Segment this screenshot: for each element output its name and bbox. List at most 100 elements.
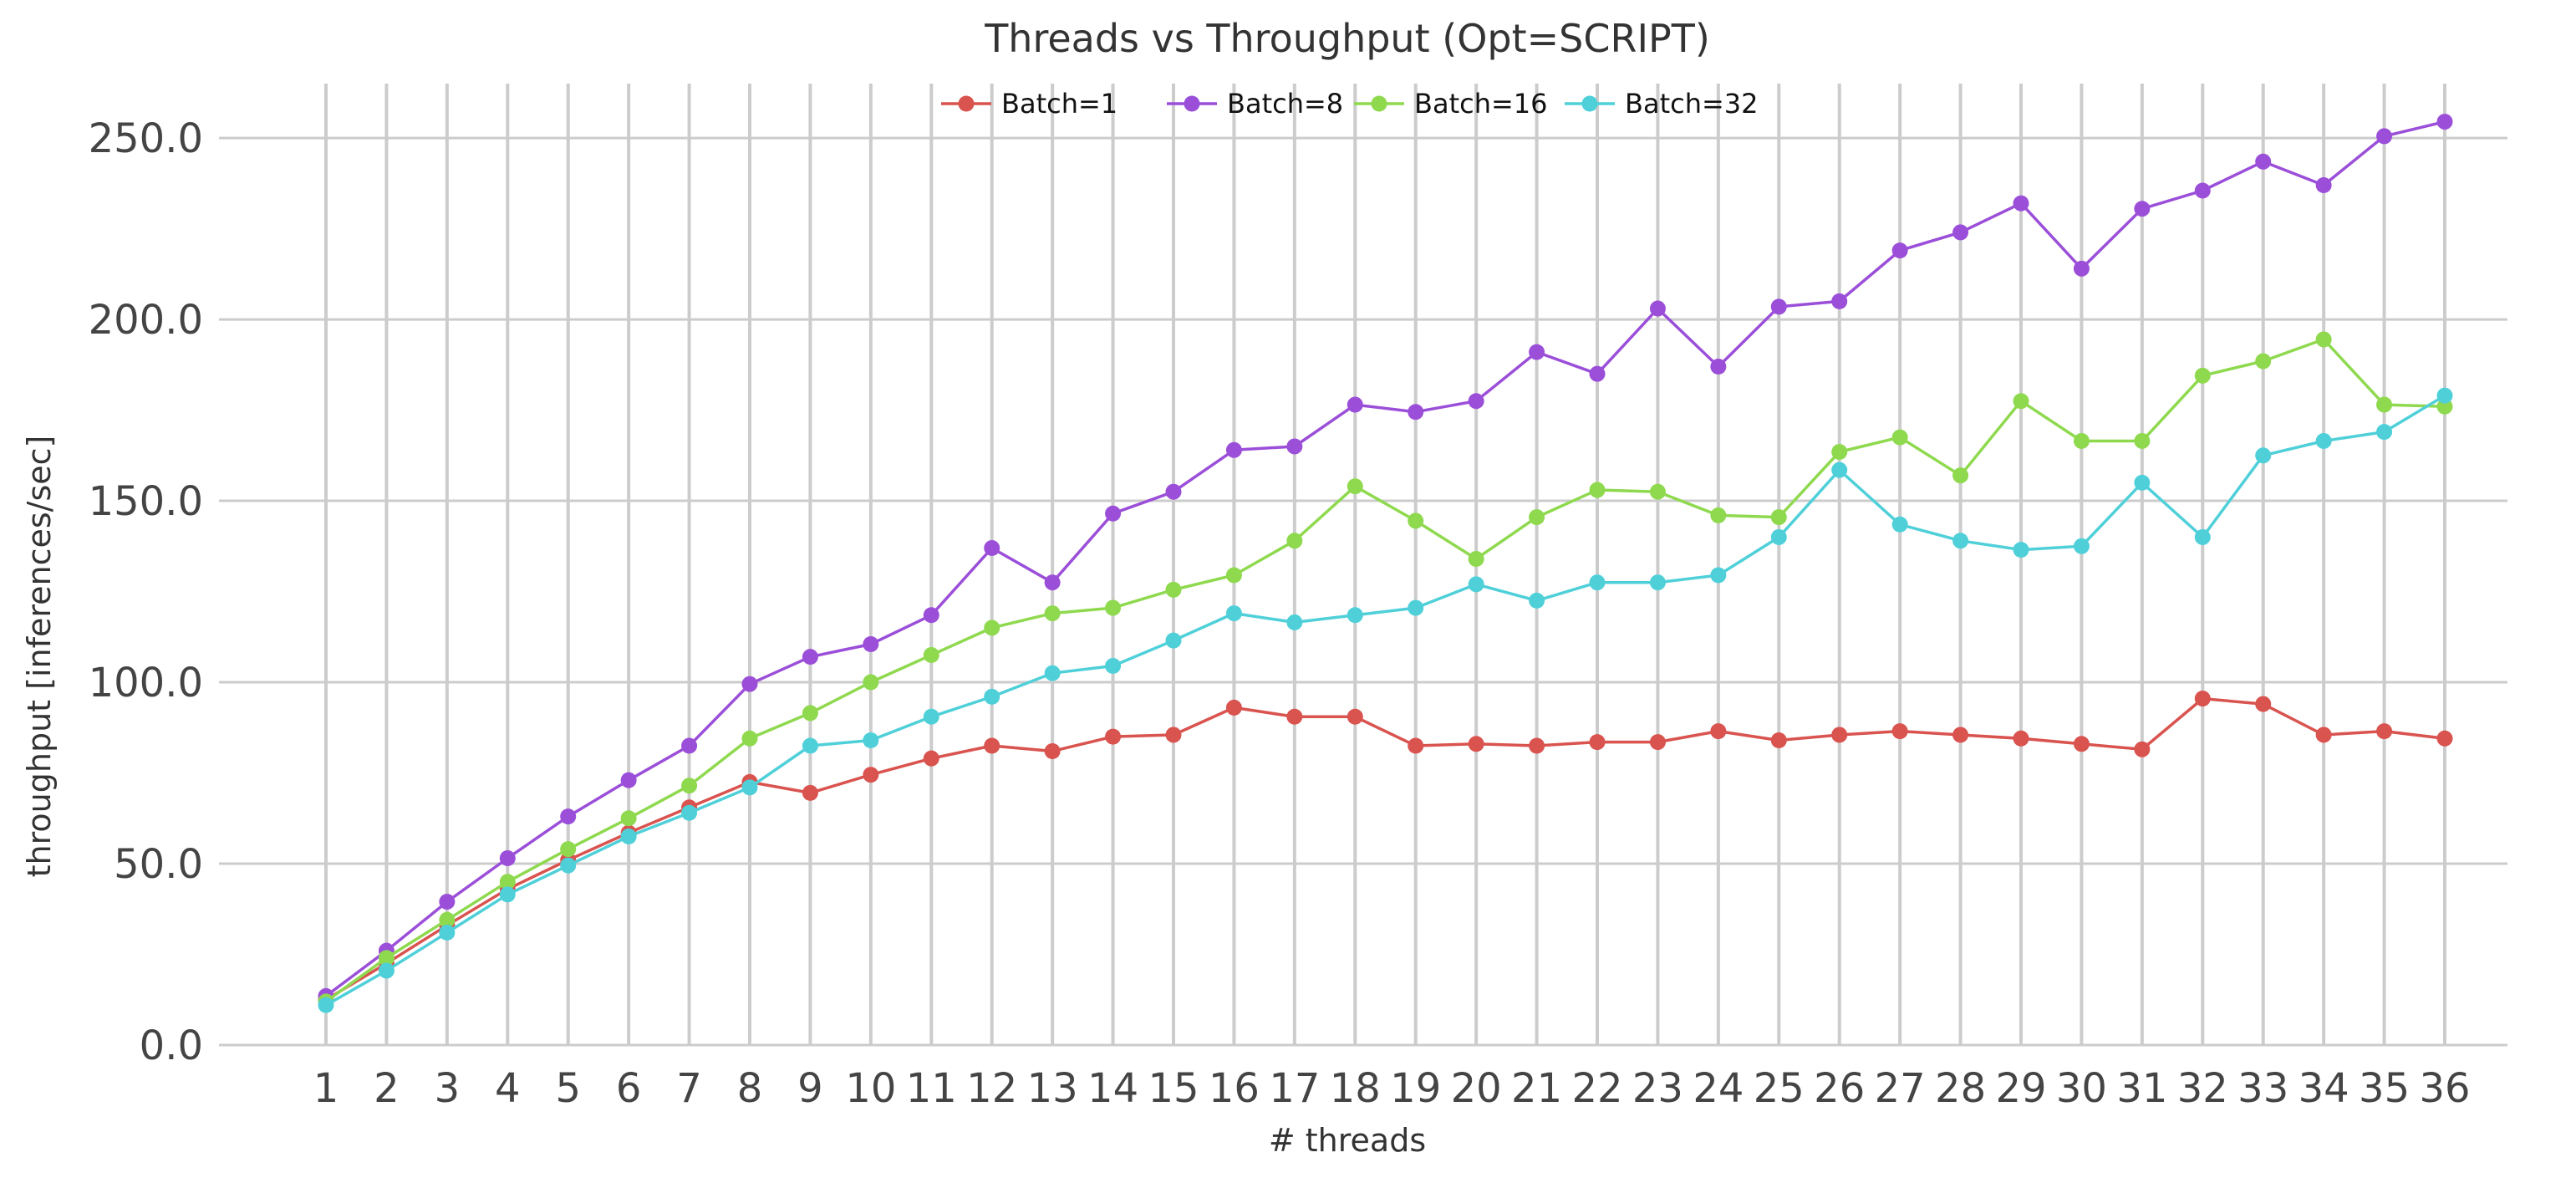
data-point-batch-16 xyxy=(2436,398,2453,415)
data-point-batch-32 xyxy=(318,997,334,1013)
legend-marker xyxy=(1581,95,1598,112)
data-point-batch-32 xyxy=(1286,614,1303,630)
data-point-batch-8 xyxy=(2134,201,2151,217)
legend-marker xyxy=(1371,95,1387,112)
data-point-batch-1 xyxy=(863,767,879,783)
data-point-batch-32 xyxy=(863,732,879,748)
data-point-batch-8 xyxy=(1044,574,1061,591)
data-point-batch-32 xyxy=(1589,574,1606,591)
data-point-batch-16 xyxy=(1225,567,1242,584)
data-point-batch-32 xyxy=(923,708,939,725)
x-tick-label: 34 xyxy=(2299,1065,2349,1112)
data-point-batch-32 xyxy=(984,688,1000,705)
data-point-batch-8 xyxy=(1529,344,1545,360)
data-point-batch-32 xyxy=(1044,665,1061,681)
data-point-batch-32 xyxy=(439,924,456,941)
data-point-batch-16 xyxy=(1529,509,1545,526)
data-point-batch-16 xyxy=(2134,432,2151,449)
y-tick-label: 100.0 xyxy=(89,660,203,706)
x-tick-label: 7 xyxy=(676,1065,702,1112)
x-tick-label: 9 xyxy=(797,1065,823,1112)
data-point-batch-16 xyxy=(1347,478,1363,495)
data-point-batch-16 xyxy=(681,778,698,794)
data-point-batch-32 xyxy=(681,804,698,821)
data-point-batch-32 xyxy=(1408,599,1424,616)
data-point-batch-32 xyxy=(1165,632,1182,649)
data-point-batch-8 xyxy=(802,649,818,665)
data-point-batch-8 xyxy=(2376,128,2393,145)
data-point-batch-32 xyxy=(2255,447,2272,464)
data-point-batch-8 xyxy=(2436,114,2453,130)
data-point-batch-8 xyxy=(1589,365,1606,382)
data-point-batch-32 xyxy=(2073,538,2090,554)
data-point-batch-32 xyxy=(620,828,637,844)
data-point-batch-32 xyxy=(2134,474,2151,491)
data-point-batch-1 xyxy=(2255,696,2272,712)
x-tick-label: 4 xyxy=(495,1065,521,1112)
data-point-batch-32 xyxy=(1891,516,1908,533)
data-point-batch-8 xyxy=(1165,483,1182,500)
data-point-batch-8 xyxy=(2013,195,2029,212)
data-point-batch-16 xyxy=(923,646,939,663)
series-line-batch-16 xyxy=(324,338,2446,1003)
x-tick-label: 10 xyxy=(845,1065,896,1112)
data-point-batch-1 xyxy=(1286,708,1303,725)
data-point-batch-16 xyxy=(2255,353,2272,370)
data-point-batch-8 xyxy=(741,676,758,692)
y-tick-label: 150.0 xyxy=(89,478,203,525)
data-point-batch-1 xyxy=(2073,736,2090,752)
x-tick-label: 12 xyxy=(966,1065,1017,1112)
x-tick-label: 25 xyxy=(1754,1065,1805,1112)
data-point-batch-32 xyxy=(378,962,395,979)
data-point-batch-8 xyxy=(1225,441,1242,458)
series-line-batch-8 xyxy=(324,120,2446,997)
data-point-batch-1 xyxy=(2315,727,2332,743)
legend-marker xyxy=(1184,95,1200,112)
data-point-batch-1 xyxy=(984,737,1000,754)
data-point-batch-8 xyxy=(439,894,456,910)
data-point-batch-32 xyxy=(1649,574,1666,591)
data-point-batch-1 xyxy=(1529,737,1545,754)
data-point-batch-32 xyxy=(802,737,818,754)
data-point-batch-16 xyxy=(1044,605,1061,622)
x-axis-label: # threads xyxy=(1269,1122,1426,1159)
x-tick-label: 1 xyxy=(313,1065,339,1112)
x-tick-label: 14 xyxy=(1087,1065,1138,1112)
data-point-batch-8 xyxy=(984,539,1000,556)
x-tick-label: 28 xyxy=(1935,1065,1986,1112)
data-point-batch-32 xyxy=(2013,542,2029,558)
x-tick-label: 35 xyxy=(2359,1065,2410,1112)
chart-title: Threads vs Throughput (Opt=SCRIPT) xyxy=(984,16,1710,61)
data-point-batch-1 xyxy=(2436,730,2453,747)
data-point-batch-1 xyxy=(1891,723,1908,740)
data-point-batch-16 xyxy=(1831,443,1848,460)
data-point-batch-16 xyxy=(378,950,395,966)
y-tick-label: 50.0 xyxy=(114,841,203,888)
data-point-batch-32 xyxy=(2376,424,2393,441)
data-point-batch-32 xyxy=(560,857,577,874)
series-line-batch-32 xyxy=(325,394,2446,1007)
data-point-batch-8 xyxy=(1831,293,1848,309)
data-point-batch-32 xyxy=(1347,607,1363,624)
x-tick-label: 33 xyxy=(2237,1065,2288,1112)
data-point-batch-16 xyxy=(1408,512,1424,529)
data-point-batch-8 xyxy=(560,808,577,825)
x-tick-label: 2 xyxy=(374,1065,400,1112)
x-tick-label: 32 xyxy=(2177,1065,2228,1112)
data-point-batch-1 xyxy=(923,750,939,767)
data-point-batch-16 xyxy=(439,911,456,928)
data-point-batch-8 xyxy=(1347,396,1363,413)
y-tick-label: 0.0 xyxy=(140,1022,203,1069)
data-point-batch-1 xyxy=(1044,742,1061,759)
data-point-batch-16 xyxy=(2376,396,2393,413)
x-tick-label: 24 xyxy=(1693,1065,1744,1112)
data-point-batch-32 xyxy=(499,886,516,903)
legend-label: Batch=8 xyxy=(1227,88,1343,120)
data-point-batch-16 xyxy=(984,620,1000,636)
data-point-batch-8 xyxy=(2194,182,2211,199)
data-point-batch-16 xyxy=(1589,482,1606,498)
x-tick-label: 18 xyxy=(1330,1065,1381,1112)
data-point-batch-16 xyxy=(2013,393,2029,410)
data-point-batch-8 xyxy=(1770,298,1787,315)
